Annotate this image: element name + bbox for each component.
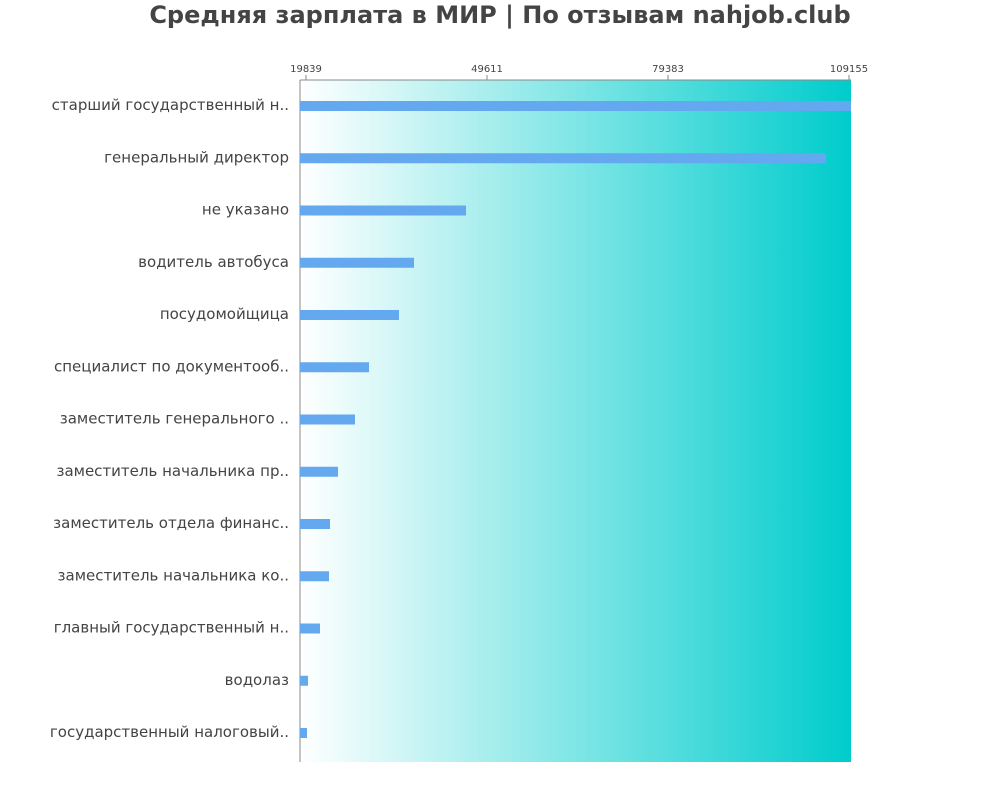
x-tick-label: 49611 [471, 64, 503, 75]
category-label: заместитель начальника пр.. [56, 462, 289, 480]
plot-background [300, 80, 851, 762]
bar [300, 623, 321, 634]
category-label: главный государственный н.. [54, 619, 289, 637]
category-label: посудомойщица [160, 305, 289, 323]
bar [300, 362, 370, 373]
category-label: заместитель генерального .. [60, 410, 289, 428]
category-label: старший государственный н.. [52, 96, 289, 114]
category-label: специалист по документооб.. [54, 357, 289, 375]
bar [300, 571, 330, 582]
chart-title: Средняя зарплата в МИР | По отзывам nahj… [149, 1, 851, 29]
bar [300, 414, 356, 425]
category-label: государственный налоговый.. [50, 723, 289, 741]
x-tick-label: 109155 [830, 64, 868, 75]
category-label: заместитель начальника ко.. [58, 566, 289, 584]
bar [300, 257, 415, 268]
category-label: генеральный директор [104, 148, 289, 166]
x-tick-label: 19839 [290, 64, 322, 75]
category-label: водитель автобуса [138, 253, 289, 271]
bar [300, 466, 339, 477]
category-label: заместитель отдела финанс.. [53, 514, 289, 532]
category-label: не указано [202, 201, 289, 219]
bar [300, 675, 309, 686]
bar [300, 519, 331, 529]
bar [300, 153, 827, 164]
bar [300, 310, 400, 320]
bar [300, 101, 851, 111]
x-tick-label: 79383 [652, 64, 684, 75]
bar [300, 728, 307, 738]
category-label: водолаз [225, 671, 289, 689]
bar [300, 205, 467, 216]
